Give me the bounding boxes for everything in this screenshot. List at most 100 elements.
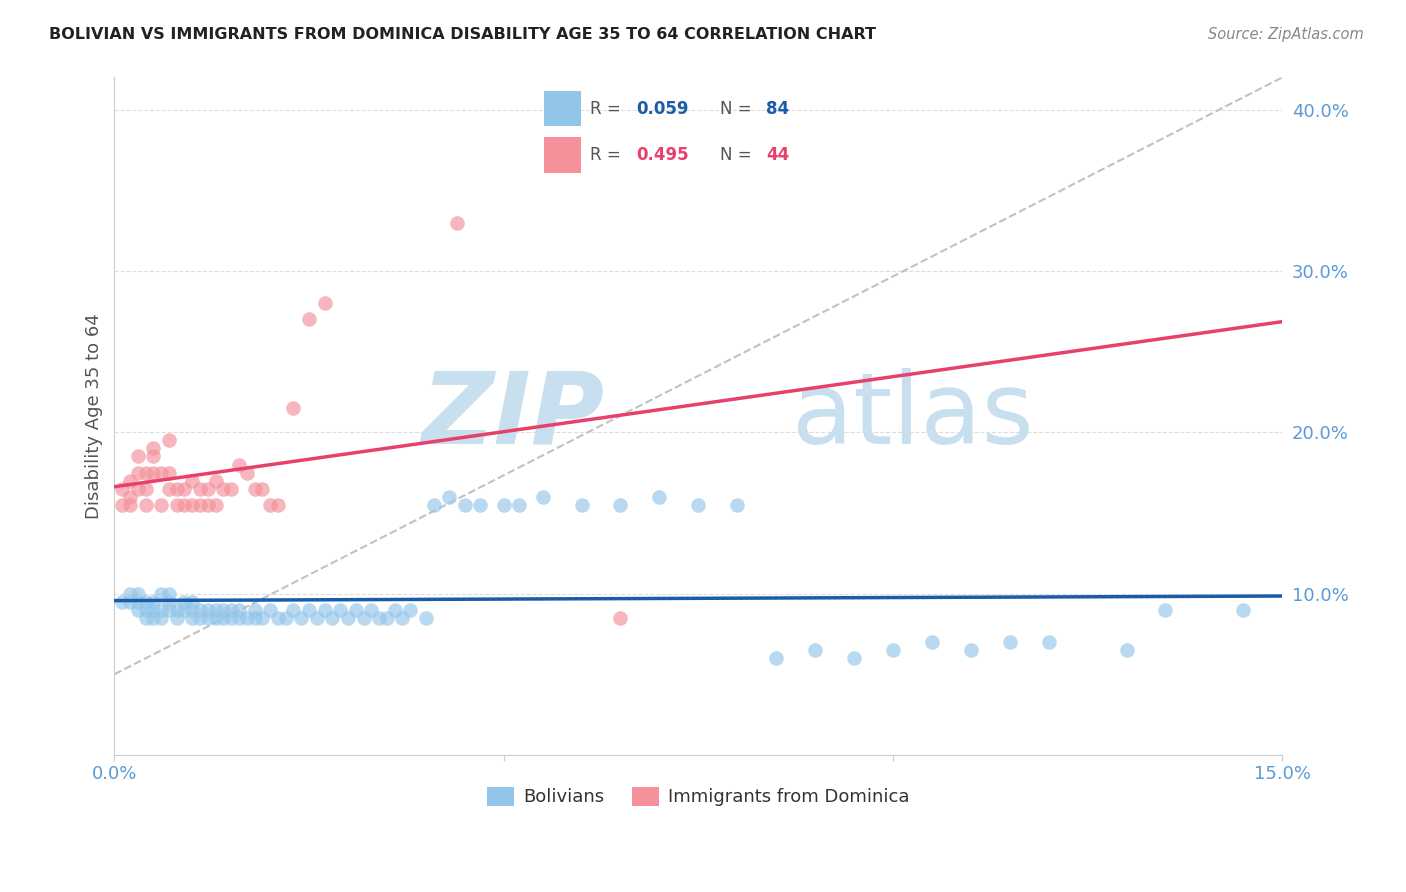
Text: atlas: atlas: [792, 368, 1033, 465]
Text: 84: 84: [766, 100, 789, 118]
Point: [422, 498, 444, 512]
Point: [267, 611, 290, 625]
Point: [228, 458, 250, 472]
Point: [188, 611, 211, 625]
Point: [157, 595, 180, 609]
Point: [243, 611, 266, 625]
Point: [298, 603, 321, 617]
Text: 44: 44: [766, 146, 790, 164]
Point: [212, 482, 235, 496]
Point: [204, 611, 226, 625]
Point: [204, 474, 226, 488]
Point: [150, 603, 173, 617]
Point: [157, 586, 180, 600]
Point: [135, 482, 157, 496]
Text: BOLIVIAN VS IMMIGRANTS FROM DOMINICA DISABILITY AGE 35 TO 64 CORRELATION CHART: BOLIVIAN VS IMMIGRANTS FROM DOMINICA DIS…: [49, 27, 876, 42]
Point: [243, 603, 266, 617]
Point: [135, 498, 157, 512]
Point: [274, 611, 297, 625]
Point: [298, 312, 321, 326]
Point: [135, 466, 157, 480]
Point: [173, 595, 195, 609]
Point: [228, 603, 250, 617]
Point: [415, 611, 437, 625]
Point: [142, 442, 165, 456]
Point: [236, 611, 259, 625]
Text: R =: R =: [591, 100, 626, 118]
Point: [142, 603, 165, 617]
Point: [127, 603, 149, 617]
Point: [470, 498, 492, 512]
Point: [446, 216, 468, 230]
Point: [212, 603, 235, 617]
Point: [314, 603, 336, 617]
Point: [1038, 635, 1060, 649]
Point: [391, 611, 413, 625]
Point: [267, 498, 290, 512]
Point: [197, 482, 219, 496]
Text: N =: N =: [720, 100, 756, 118]
Point: [142, 595, 165, 609]
Point: [166, 498, 188, 512]
Point: [135, 595, 157, 609]
Point: [111, 595, 134, 609]
Point: [181, 595, 204, 609]
Point: [118, 586, 141, 600]
Point: [188, 498, 211, 512]
Point: [998, 635, 1021, 649]
Point: [360, 603, 382, 617]
Bar: [544, 91, 581, 127]
Point: [259, 603, 281, 617]
Point: [188, 603, 211, 617]
Point: [118, 490, 141, 504]
Point: [804, 643, 827, 657]
Point: [368, 611, 391, 625]
Point: [219, 611, 242, 625]
Text: ZIP: ZIP: [422, 368, 605, 465]
Point: [314, 296, 336, 310]
Point: [437, 490, 460, 504]
Point: [321, 611, 343, 625]
Point: [212, 611, 235, 625]
Point: [454, 498, 477, 512]
Point: [197, 611, 219, 625]
Point: [204, 603, 226, 617]
Point: [157, 482, 180, 496]
Point: [118, 474, 141, 488]
Point: [142, 466, 165, 480]
Point: [188, 482, 211, 496]
Point: [375, 611, 398, 625]
Point: [166, 482, 188, 496]
Point: [118, 595, 141, 609]
Point: [842, 651, 865, 665]
Point: [127, 595, 149, 609]
Point: [127, 466, 149, 480]
Point: [571, 498, 593, 512]
Text: R =: R =: [591, 146, 626, 164]
Point: [135, 611, 157, 625]
Point: [150, 611, 173, 625]
Point: [166, 603, 188, 617]
Point: [181, 474, 204, 488]
Point: [219, 482, 242, 496]
Point: [688, 498, 710, 512]
Point: [181, 498, 204, 512]
Point: [353, 611, 375, 625]
Point: [197, 498, 219, 512]
Point: [1232, 603, 1254, 617]
Text: N =: N =: [720, 146, 756, 164]
Point: [290, 611, 312, 625]
Point: [384, 603, 406, 617]
Point: [150, 586, 173, 600]
Point: [252, 611, 274, 625]
Point: [243, 482, 266, 496]
Point: [181, 603, 204, 617]
Point: [111, 482, 134, 496]
Y-axis label: Disability Age 35 to 64: Disability Age 35 to 64: [86, 313, 103, 519]
Point: [228, 611, 250, 625]
Point: [344, 603, 367, 617]
Point: [305, 611, 328, 625]
Point: [173, 482, 195, 496]
Text: Source: ZipAtlas.com: Source: ZipAtlas.com: [1208, 27, 1364, 42]
Point: [252, 482, 274, 496]
